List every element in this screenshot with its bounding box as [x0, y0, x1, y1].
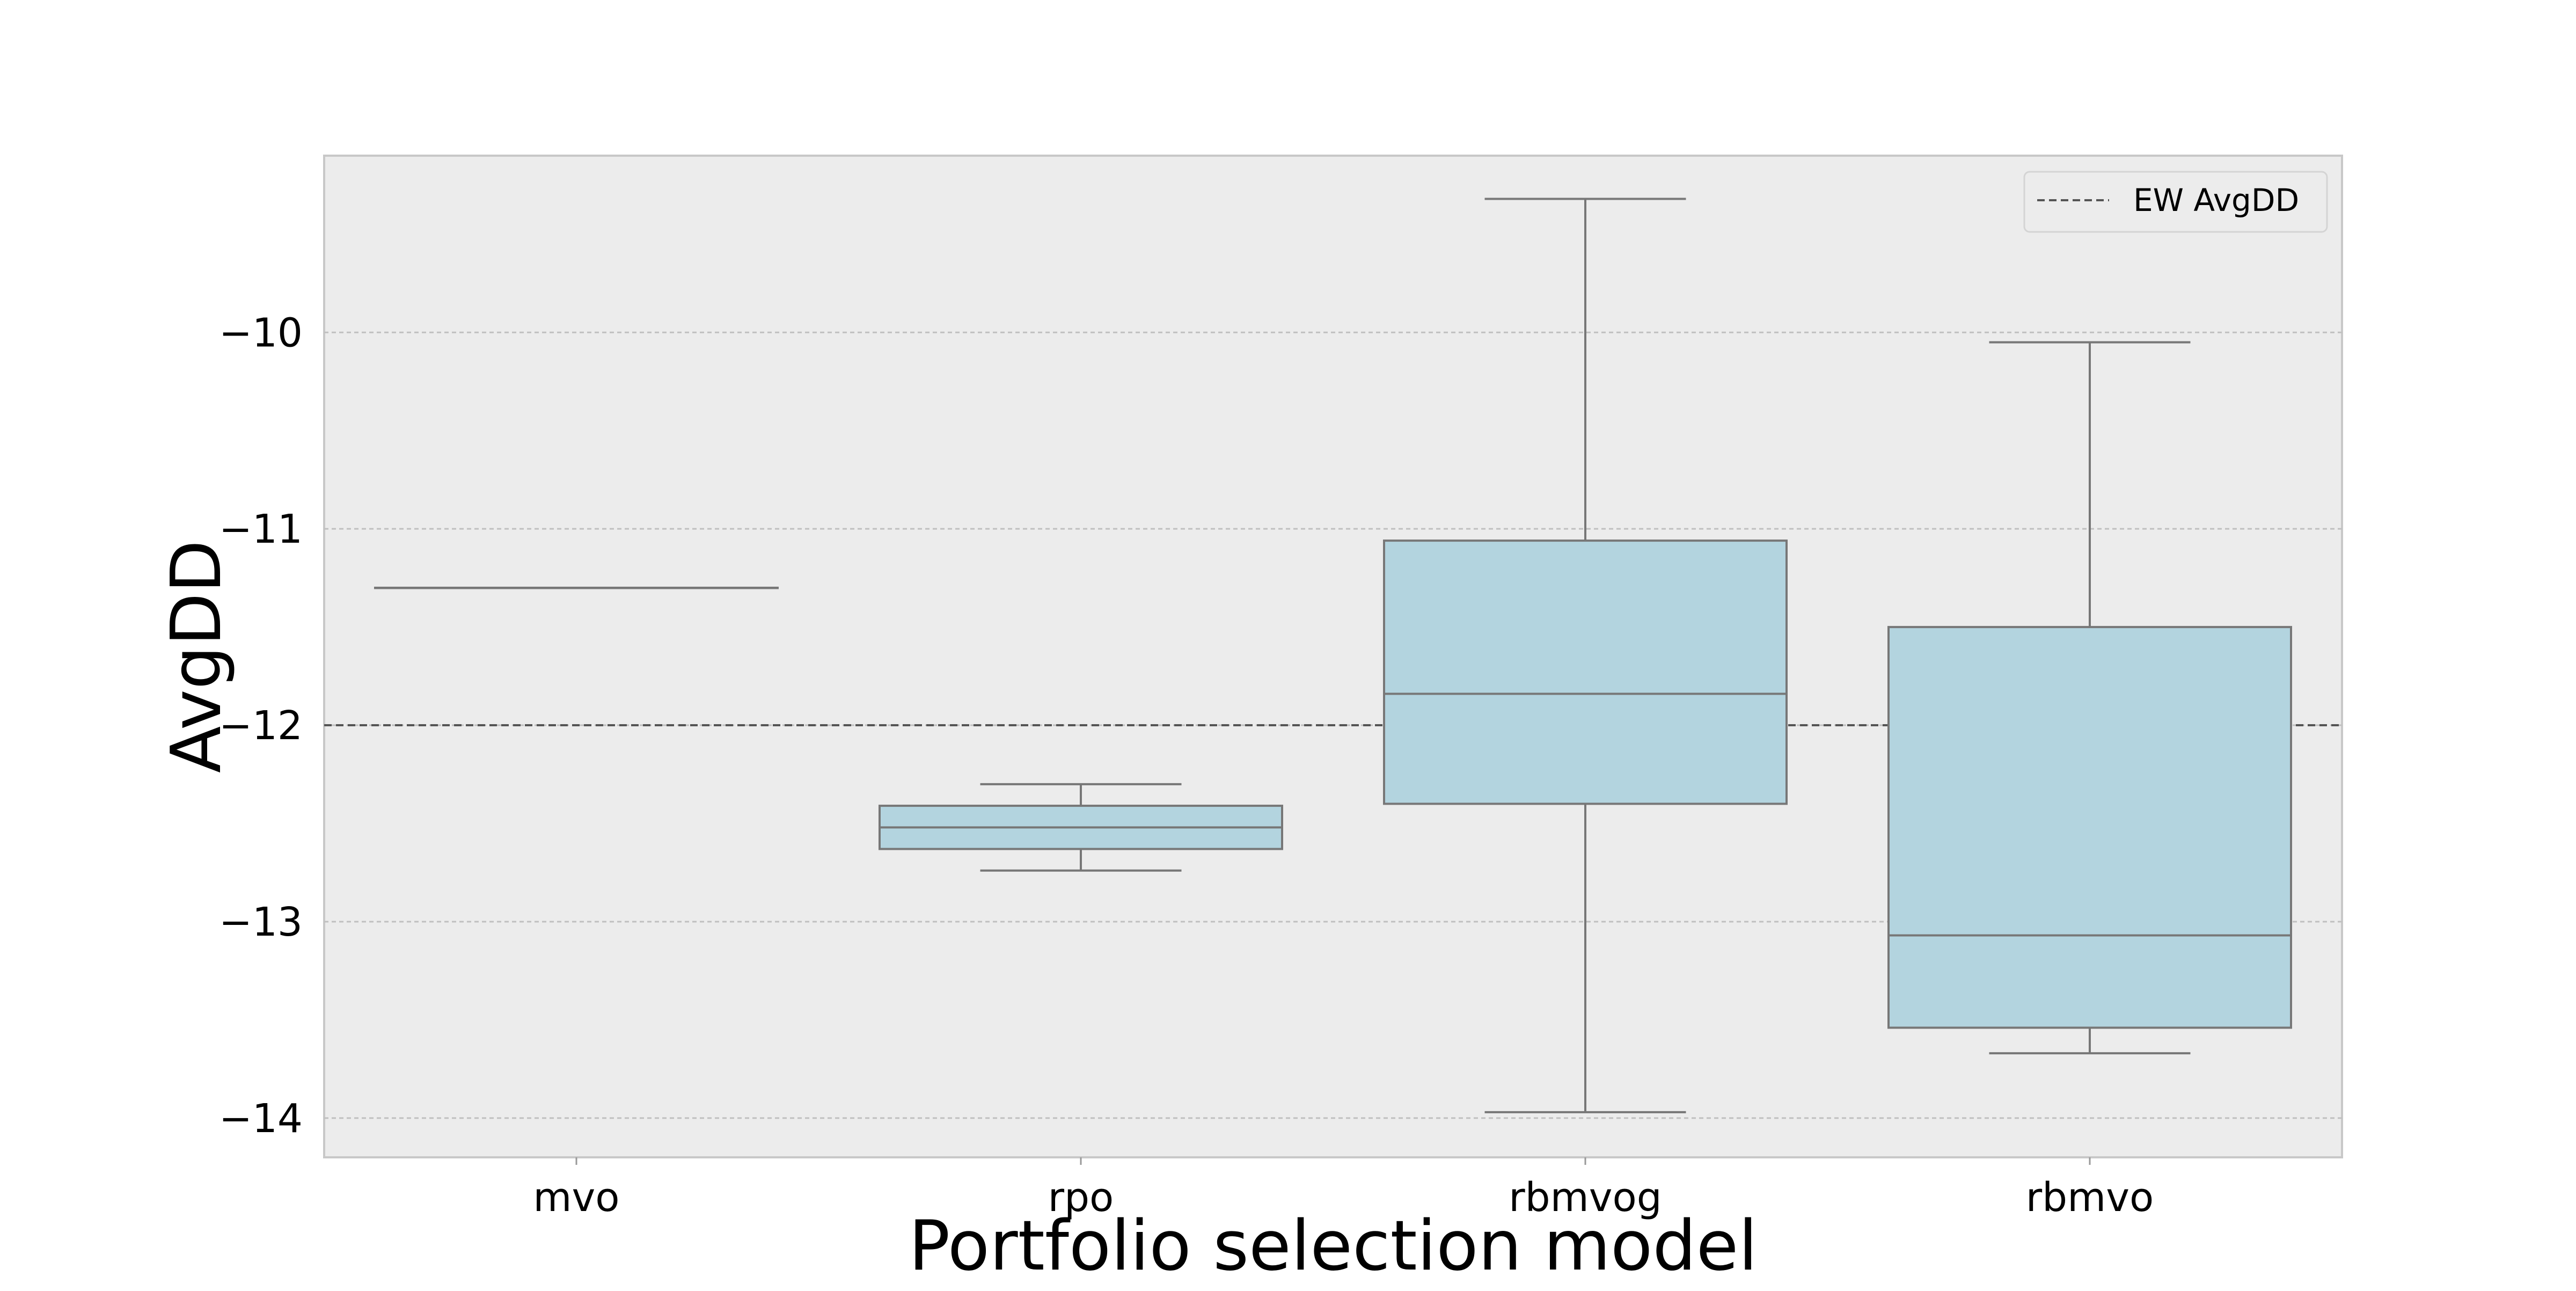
box-iqr	[1887, 626, 2292, 1029]
box-rpo	[879, 783, 1283, 872]
y-tick-layer: −14 −13 −12 −11 −10	[219, 310, 303, 1142]
box-rbmvog	[1383, 198, 1788, 1113]
box-iqr	[1383, 539, 1788, 805]
x-axis-title: Portfolio selection model	[909, 1206, 1758, 1286]
y-tick-label: −14	[219, 1096, 303, 1142]
x-tick-label: rbmvo	[2026, 1175, 2154, 1221]
box-rbmvo	[1887, 341, 2292, 1055]
x-tick-label: rpo	[1048, 1175, 1114, 1221]
y-axis-title: AvgDD	[157, 540, 237, 773]
y-tick-label: −13	[219, 899, 303, 945]
y-tick-label: −12	[219, 703, 303, 749]
y-tick-label: −11	[219, 506, 303, 552]
box-layer	[374, 198, 2292, 1113]
legend-label: EW AvgDD	[2133, 182, 2299, 218]
legend-frame	[2023, 171, 2328, 233]
y-tick-label: −10	[219, 310, 303, 356]
x-tick-label: rbmvog	[1509, 1175, 1662, 1221]
x-tick-label: mvo	[533, 1175, 619, 1221]
legend: EW AvgDD	[2023, 171, 2328, 233]
x-tick-layer: mvo rpo rbmvog rbmvo	[533, 1157, 2154, 1221]
